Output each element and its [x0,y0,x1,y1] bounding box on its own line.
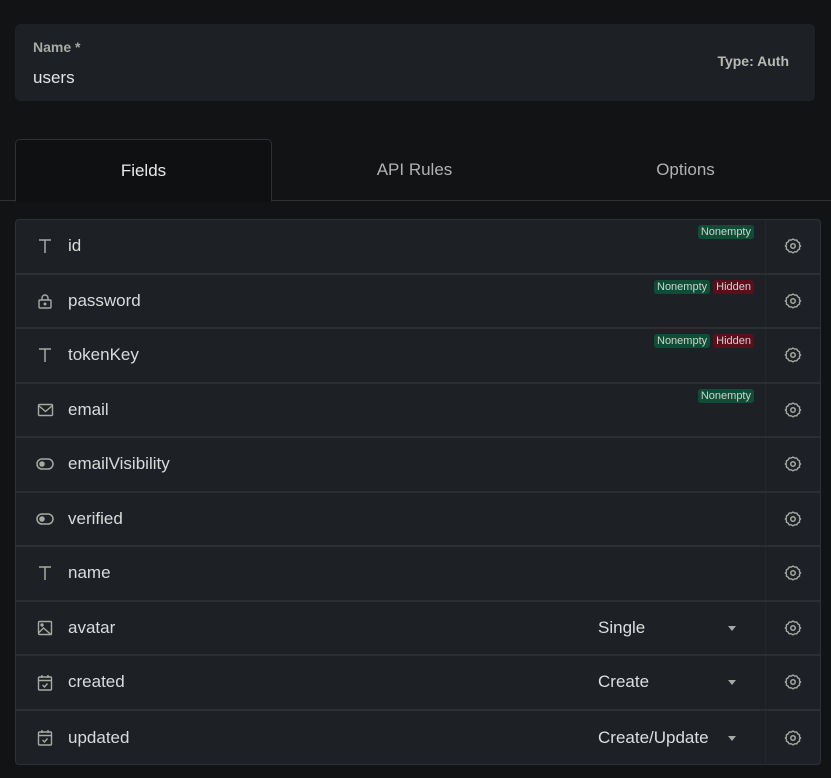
gear-icon [784,401,802,419]
nonempty-badge: Nonempty [654,334,711,348]
field-name: tokenKey [68,345,139,365]
field-name: name [68,563,111,583]
field-name: password [68,290,141,310]
toggle-icon [36,510,54,528]
gear-icon [784,455,802,473]
field-name: email [68,399,109,419]
field-name: verified [68,508,123,528]
gear-icon [784,510,802,528]
field-row-avatar[interactable]: avatar Single [16,601,820,656]
text-icon [36,564,54,582]
select-value: Create [598,672,650,692]
field-settings-button[interactable] [765,383,820,436]
field-name: emailVisibility [68,454,170,474]
gear-icon [784,673,802,691]
caret-down-icon [728,680,736,686]
text-icon [36,346,54,364]
gear-icon [784,346,802,364]
field-settings-button[interactable] [765,329,820,382]
name-input[interactable] [33,68,633,88]
field-badges: Nonempty [697,225,754,239]
field-badges: Nonempty Hidden [654,334,754,348]
field-row-updated[interactable]: updated Create/Update [16,710,820,766]
gear-icon [784,729,802,747]
field-settings-button[interactable] [765,220,820,273]
field-option-select[interactable]: Create [583,656,766,709]
name-label: Name * [33,39,81,55]
field-row-tokenKey[interactable]: tokenKey Nonempty Hidden [16,329,820,384]
field-settings-button[interactable] [765,438,820,491]
field-row-emailVisibility[interactable]: emailVisibility [16,438,820,493]
field-row-name[interactable]: name [16,547,820,602]
field-settings-button[interactable] [765,274,820,327]
hidden-badge: Hidden [713,334,754,348]
tab-options[interactable]: Options [656,160,715,179]
nonempty-badge: Nonempty [697,388,754,403]
caret-down-icon [728,625,736,631]
text-icon [36,237,54,255]
field-name: avatar [68,617,116,637]
field-settings-button[interactable] [765,601,820,654]
field-option-select[interactable]: Create/Update [583,711,766,766]
select-value: Create/Update [598,727,709,747]
gear-icon [784,237,802,255]
calendar-icon [36,673,54,691]
gear-icon [784,564,802,582]
lock-icon [36,292,54,310]
field-row-password[interactable]: password Nonempty Hidden [16,274,820,329]
name-field-box: Name * Type: Auth [15,24,815,101]
field-name: updated [68,727,130,747]
field-row-verified[interactable]: verified [16,492,820,547]
nonempty-badge: Nonempty [654,279,711,294]
caret-down-icon [728,735,736,741]
field-name: created [68,672,125,692]
gear-icon [784,292,802,310]
field-settings-button[interactable] [765,492,820,545]
gear-icon [784,619,802,637]
field-row-email[interactable]: email Nonempty [16,383,820,438]
field-settings-button[interactable] [765,710,820,765]
field-badges: Nonempty Hidden [654,279,754,294]
field-badges: Nonempty [697,388,754,403]
field-settings-button[interactable] [765,547,820,600]
tab-bar: Fields API Rules Options [0,139,831,202]
toggle-icon [36,455,54,473]
field-name: id [68,236,82,256]
fields-list: id Nonempty password Nonempty Hidden tokenK… [15,219,821,765]
field-row-created[interactable]: created Create [16,656,820,711]
hidden-badge: Hidden [713,279,754,294]
field-settings-button[interactable] [765,656,820,709]
tab-fields[interactable]: Fields [15,139,272,202]
type-label: Type: Auth [717,53,789,69]
mail-icon [36,401,54,419]
calendar-icon [36,729,54,747]
select-value: Single [598,617,646,637]
field-row-id[interactable]: id Nonempty [16,220,820,275]
nonempty-badge: Nonempty [697,225,754,239]
image-icon [36,619,54,637]
tab-api-rules[interactable]: API Rules [376,160,453,179]
field-option-select[interactable]: Single [583,602,766,655]
